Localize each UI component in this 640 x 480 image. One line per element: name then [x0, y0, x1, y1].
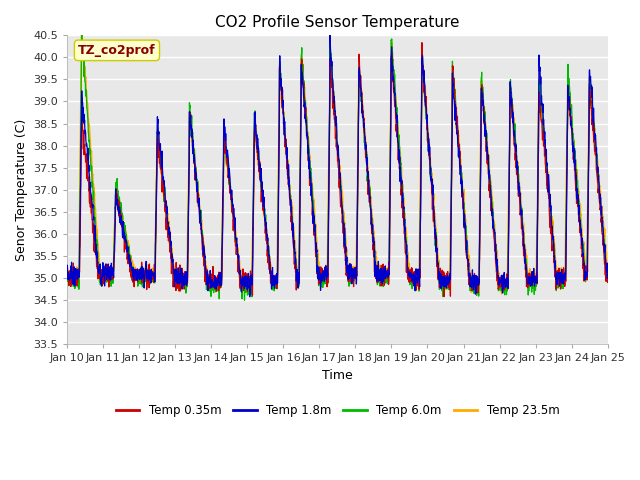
X-axis label: Time: Time [322, 369, 353, 382]
Title: CO2 Profile Sensor Temperature: CO2 Profile Sensor Temperature [215, 15, 460, 30]
Text: TZ_co2prof: TZ_co2prof [78, 44, 156, 57]
Y-axis label: Senor Temperature (C): Senor Temperature (C) [15, 119, 28, 261]
Legend: Temp 0.35m, Temp 1.8m, Temp 6.0m, Temp 23.5m: Temp 0.35m, Temp 1.8m, Temp 6.0m, Temp 2… [111, 399, 564, 421]
